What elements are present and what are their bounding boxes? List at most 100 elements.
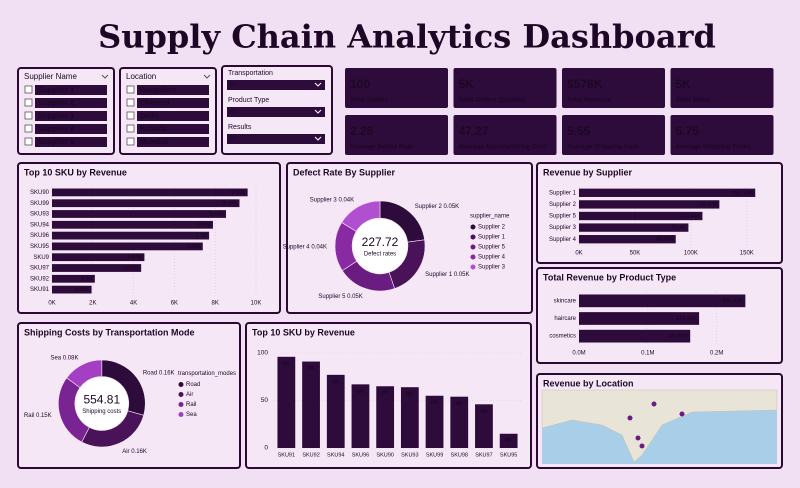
x-tick-label: SKU94 [327, 452, 344, 458]
slice-category: Supplier 5 [318, 294, 346, 300]
checkbox [126, 85, 135, 94]
slice-value: 0.04K [338, 197, 354, 203]
slice-category: Supplier 4 [283, 244, 311, 250]
bar [579, 329, 691, 343]
value-label: 0K [382, 391, 389, 397]
slicer-item: Supplier 5 [38, 137, 74, 146]
bar [52, 274, 95, 283]
slicer-item: Bangalore [140, 85, 177, 94]
x-tick-label: SKU92 [302, 452, 319, 458]
center-label: Shipping costs [82, 409, 121, 415]
legend-swatch [178, 412, 184, 417]
legend-item: Supplier 3 [478, 265, 506, 271]
kpi-card [453, 115, 557, 155]
slice-value: 0.05K [444, 204, 460, 210]
x-tick-label: 100K [684, 251, 698, 257]
map-point [651, 401, 657, 407]
x-tick-label: 4K [130, 301, 137, 307]
checkbox [126, 137, 135, 146]
value-label: 174.46K [676, 316, 697, 322]
kpi-label: Total Stock [676, 97, 711, 104]
value-label: 8.53K [209, 211, 224, 217]
chevron [314, 82, 322, 87]
y-tick-label: Supplier 1 [549, 190, 577, 196]
value-label: 2.1K [81, 276, 93, 282]
donut-hole [75, 377, 129, 430]
slicer-item-bg [137, 98, 209, 108]
dropdown-box [227, 107, 325, 117]
x-tick-label: SKU96 [352, 452, 369, 458]
x-tick-label: SKU93 [401, 452, 418, 458]
x-tick-label: 10K [251, 301, 262, 307]
kpi-card [670, 115, 774, 155]
bar [52, 285, 92, 294]
y-tick-label: SKU96 [30, 233, 50, 239]
dashboard-title: Supply Chain Analytics Dashboard [98, 18, 716, 56]
chevron [314, 136, 322, 141]
y-tick-label: SKU92 [30, 276, 50, 282]
bar [52, 199, 240, 208]
legend-swatch [470, 244, 476, 250]
dropdown-value: All [230, 83, 237, 89]
chevron [101, 74, 109, 79]
legend-swatch [178, 382, 184, 387]
checkbox [24, 85, 33, 94]
legend-item: Air [186, 392, 193, 398]
chart-title: Shipping Costs by Transportation Mode [24, 327, 195, 337]
value-label: 0K [431, 400, 438, 406]
x-tick-label: 0K [575, 251, 582, 257]
dropdown-box [227, 80, 325, 90]
slicer-item: Supplier 3 [38, 111, 74, 120]
map-point [635, 435, 641, 441]
bar [400, 387, 419, 448]
kpi-value: 5.75 [676, 124, 700, 138]
y-tick-label: haircare [554, 316, 576, 322]
x-tick-label: 2K [89, 301, 96, 307]
y-tick-label: 100 [257, 350, 268, 357]
dropdown-label: Product Type [228, 97, 269, 104]
slice-category: Supplier 3 [310, 197, 338, 203]
y-tick-label: SKU95 [30, 244, 50, 250]
value-label: 0K [406, 392, 413, 398]
slicer-item-bg [35, 137, 107, 147]
slice-label: Rail 0.15K [24, 413, 52, 419]
value-label: 0K [456, 401, 463, 407]
slice-category: Supplier 1 [425, 271, 453, 277]
bar [499, 433, 518, 448]
slicer-title: Location [126, 72, 156, 81]
slicer-item: Supplier 2 [38, 98, 74, 107]
chart-title: Revenue by Supplier [543, 167, 633, 177]
bar [450, 396, 469, 448]
chart-title: Top 10 SKU by Revenue [24, 167, 127, 177]
map-point [627, 415, 633, 421]
y-tick-label: Supplier 3 [549, 225, 577, 231]
center-label: Defect rates [364, 252, 396, 258]
bar [52, 210, 227, 218]
slice-value: 0.16K [131, 448, 147, 454]
value-label: 97.8K [672, 225, 687, 231]
x-tick-label: 0.1M [641, 351, 654, 357]
legend-swatch [178, 402, 184, 407]
legend-item: Rail [186, 402, 196, 408]
slicer-item: Kolkata [140, 124, 168, 133]
legend-item: Sea [186, 412, 197, 418]
checkbox [24, 111, 33, 120]
legend-swatch [470, 224, 476, 230]
bar [52, 188, 248, 197]
value-label: 86.47K [656, 237, 674, 243]
kpi-value: 5.55 [567, 124, 591, 138]
dropdown-label: Results [228, 124, 252, 131]
value-label: 0K [505, 438, 512, 444]
value-label: 241.63K [723, 298, 744, 304]
slicer-item-bg [137, 124, 209, 134]
bar [579, 188, 756, 197]
value-label: 7.89K [196, 222, 211, 228]
kpi-value: 47.27 [459, 124, 489, 138]
kpi-label: Total Orders Quantity [459, 97, 526, 104]
bar [52, 242, 203, 251]
bar [52, 220, 213, 229]
checkbox [24, 98, 33, 107]
slicer-item-bg [35, 85, 107, 95]
legend-swatch [178, 392, 184, 397]
